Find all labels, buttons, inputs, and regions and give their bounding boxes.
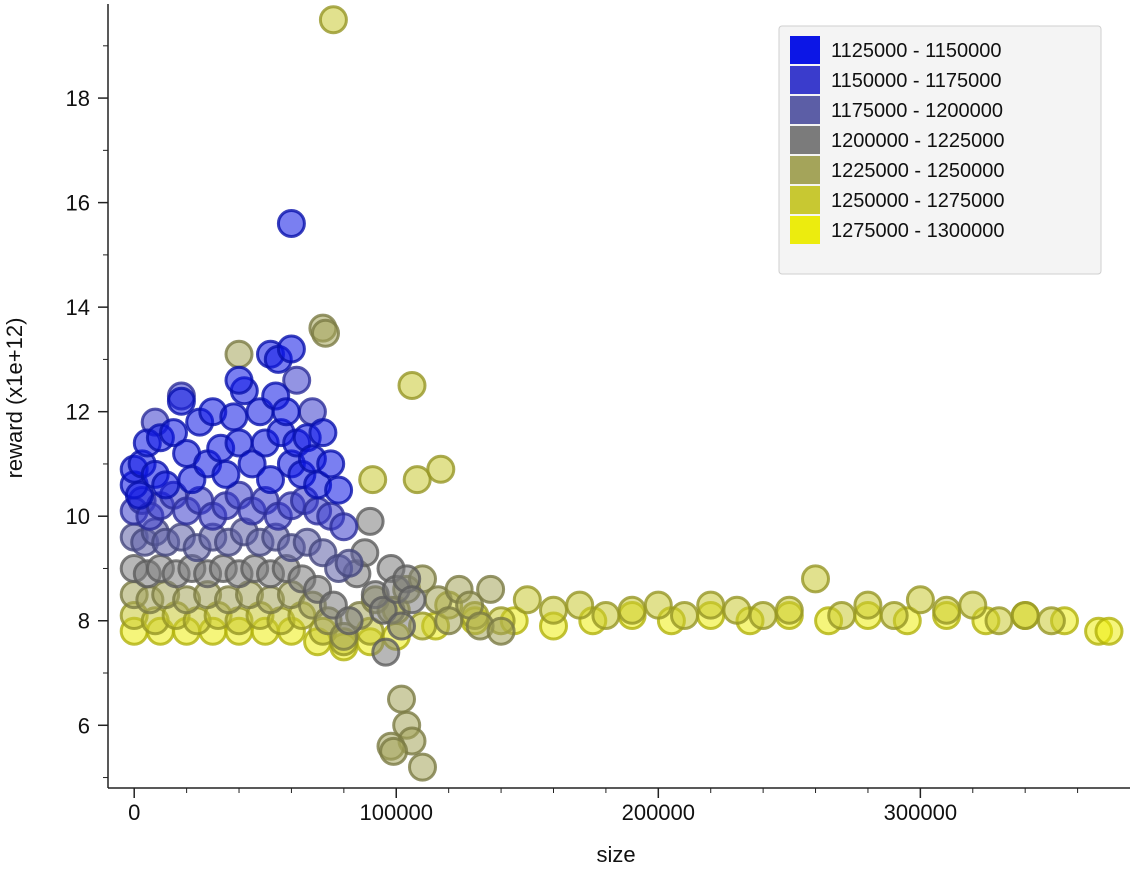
y-tick-label-6: 18 <box>66 86 90 111</box>
data-point-s4-p18 <box>434 606 464 636</box>
data-point-s3-p19 <box>368 595 398 625</box>
data-point-s5-p34 <box>958 590 988 620</box>
data-point-s0-p40 <box>224 365 254 395</box>
legend-label-5: 1250000 - 1275000 <box>831 190 1005 212</box>
data-point-s0-p17 <box>219 402 249 432</box>
x-tick-label-0: 0 <box>128 800 140 825</box>
data-point-s0-p23 <box>256 465 285 495</box>
data-point-s5-p35 <box>984 606 1014 636</box>
y-tick-label-4: 14 <box>66 295 90 320</box>
data-point-s5-p22 <box>643 590 673 620</box>
data-point-s5-p33 <box>932 595 962 625</box>
data-point-s5-p30 <box>853 590 883 620</box>
data-point-s0-p36 <box>276 209 306 238</box>
y-ticks: 6 8 10 12 14 16 18 <box>66 45 108 779</box>
data-point-s0-p20 <box>237 449 267 479</box>
data-point-s4-p24 <box>224 339 254 369</box>
marks-layer <box>119 5 1124 782</box>
data-point-s3-p25 <box>371 637 401 667</box>
data-point-s4-p29 <box>379 736 409 766</box>
legend-swatch-5 <box>790 186 820 214</box>
data-point-s5-p24 <box>696 590 726 620</box>
data-point-s4-p30 <box>408 752 437 782</box>
data-point-s5-p32 <box>905 585 935 615</box>
data-point-s4-p22 <box>476 574 506 604</box>
data-point-s0-p9 <box>166 386 196 416</box>
legend-box <box>778 25 1102 275</box>
legend-label-3: 1200000 - 1225000 <box>831 130 1005 152</box>
data-point-s5-p25 <box>722 595 752 625</box>
data-point-s4-p25 <box>387 684 416 714</box>
y-tick-label-5: 16 <box>66 191 90 216</box>
data-point-s5-p20 <box>591 601 621 630</box>
data-point-s0-p16 <box>211 459 241 489</box>
data-point-s3-p14 <box>334 606 364 636</box>
data-point-s5-p28 <box>801 564 830 594</box>
x-tick-label-3: 300000 <box>884 800 957 825</box>
data-point-s5-p36 <box>1010 601 1040 630</box>
data-point-s4-p23 <box>486 616 516 646</box>
data-point-s0-p33 <box>308 418 338 448</box>
axes-layer: 0 100000 200000 300000 6 8 10 12 14 16 18 size re… <box>2 4 1130 867</box>
y-axis-label: reward (x1e+12) <box>2 318 27 479</box>
data-point-s5-p31 <box>879 601 909 630</box>
data-point-s5-p38 <box>397 371 427 400</box>
data-point-s0-p39 <box>276 334 306 364</box>
legend-items: 1125000 - 1150000 1150000 - 1175000 117500… <box>790 36 1005 244</box>
y-tick-label-0: 6 <box>78 713 90 738</box>
legend-label-6: 1275000 - 1300000 <box>831 220 1005 242</box>
x-tick-label-2: 200000 <box>622 800 695 825</box>
data-point-s3-p17 <box>355 506 385 536</box>
data-point-s5-p29 <box>827 601 857 630</box>
legend-swatch-0 <box>790 36 820 64</box>
data-point-s3-p22 <box>387 611 416 641</box>
data-point-s5-p23 <box>670 601 699 630</box>
data-point-s5-p19 <box>565 590 595 620</box>
data-point-s0-p2 <box>124 480 154 510</box>
data-point-s5-p40 <box>426 454 456 484</box>
data-point-s0-p26 <box>271 397 301 427</box>
legend-swatch-6 <box>790 216 820 244</box>
x-ticks: 0 100000 200000 300000 <box>128 788 1079 825</box>
y-tick-label-3: 12 <box>66 400 90 425</box>
data-point-s5-p39 <box>402 465 432 495</box>
legend-swatch-2 <box>790 96 820 124</box>
legend-label-1: 1150000 - 1175000 <box>831 70 1002 92</box>
data-point-s2-p15 <box>334 548 364 578</box>
data-point-s5-p41 <box>358 465 388 495</box>
data-point-s0-p7 <box>151 470 181 500</box>
legend-swatch-4 <box>790 156 820 184</box>
data-point-s5-p37 <box>1036 606 1066 636</box>
data-point-s4-p32 <box>311 318 340 348</box>
legend-swatch-1 <box>790 66 820 94</box>
legend-label-0: 1125000 - 1150000 <box>831 40 1002 62</box>
x-axis-label: size <box>596 842 635 867</box>
data-point-s5-p18 <box>539 595 568 625</box>
data-point-s5-p42 <box>318 5 348 35</box>
data-point-s5-p27 <box>774 595 804 625</box>
legend: 1125000 - 1150000 1150000 - 1175000 117500… <box>778 25 1102 275</box>
data-point-s5-p21 <box>617 595 647 625</box>
y-tick-label-1: 8 <box>78 609 90 634</box>
data-point-s0-p34 <box>316 449 346 479</box>
data-point-s5-p26 <box>748 601 778 630</box>
legend-swatch-3 <box>790 126 820 154</box>
data-point-s1-p17 <box>329 512 359 542</box>
data-point-s3-p24 <box>397 585 427 615</box>
data-point-s1-p19 <box>282 365 312 395</box>
data-point-s6-p29 <box>1094 616 1124 646</box>
legend-label-4: 1225000 - 1250000 <box>831 160 1005 182</box>
data-point-s0-p35 <box>324 475 354 505</box>
legend-label-2: 1175000 - 1200000 <box>831 100 1003 122</box>
y-tick-label-2: 10 <box>66 504 90 529</box>
data-point-s5-p17 <box>512 585 542 615</box>
data-point-s0-p8 <box>159 418 188 448</box>
x-tick-label-1: 100000 <box>360 800 433 825</box>
